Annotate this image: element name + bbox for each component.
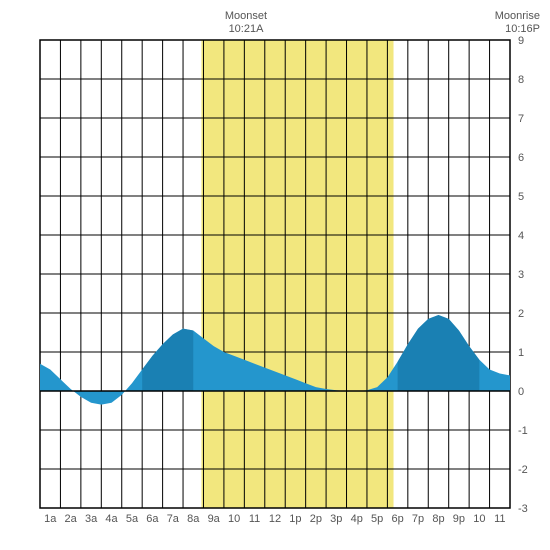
svg-text:7: 7: [518, 113, 524, 125]
svg-text:4p: 4p: [351, 513, 363, 525]
svg-text:6a: 6a: [146, 513, 159, 525]
svg-text:2p: 2p: [310, 513, 322, 525]
moonrise-label: Moonrise: [495, 10, 540, 22]
svg-text:9a: 9a: [208, 513, 221, 525]
moonrise-annotation: Moonrise 10:16P: [480, 10, 540, 36]
svg-text:7a: 7a: [167, 513, 180, 525]
moonset-annotation: Moonset 10:21A: [216, 10, 276, 36]
svg-text:12: 12: [269, 513, 281, 525]
svg-text:2: 2: [518, 308, 524, 320]
svg-text:3p: 3p: [330, 513, 342, 525]
svg-text:1p: 1p: [289, 513, 301, 525]
svg-text:-3: -3: [518, 503, 528, 515]
svg-text:9p: 9p: [453, 513, 465, 525]
chart-svg: 1a2a3a4a5a6a7a8a9a1011121p2p3p4p5p6p7p8p…: [10, 10, 540, 540]
svg-text:2a: 2a: [65, 513, 78, 525]
svg-text:3a: 3a: [85, 513, 98, 525]
svg-text:5: 5: [518, 191, 524, 203]
svg-text:4: 4: [518, 230, 524, 242]
svg-text:10: 10: [473, 513, 485, 525]
svg-text:-1: -1: [518, 425, 528, 437]
svg-text:6: 6: [518, 152, 524, 164]
svg-text:1: 1: [518, 347, 524, 359]
svg-text:5p: 5p: [371, 513, 383, 525]
svg-text:10: 10: [228, 513, 240, 525]
svg-text:11: 11: [494, 513, 505, 525]
svg-text:8a: 8a: [187, 513, 200, 525]
moonset-time: 10:21A: [216, 23, 276, 36]
svg-text:9: 9: [518, 35, 524, 47]
svg-text:6p: 6p: [391, 513, 403, 525]
svg-text:5a: 5a: [126, 513, 139, 525]
svg-text:3: 3: [518, 269, 524, 281]
svg-text:11: 11: [249, 513, 260, 525]
svg-text:0: 0: [518, 386, 524, 398]
svg-text:8p: 8p: [432, 513, 444, 525]
svg-text:7p: 7p: [412, 513, 424, 525]
moonset-label: Moonset: [225, 10, 267, 22]
tide-chart: Moonset 10:21A Moonrise 10:16P 1a 2a 3a 4a 5…: [10, 10, 540, 540]
svg-text:8: 8: [518, 74, 524, 86]
svg-text:-2: -2: [518, 464, 528, 476]
svg-text:1a: 1a: [44, 513, 57, 525]
moonrise-time: 10:16P: [480, 23, 540, 36]
svg-text:4a: 4a: [105, 513, 118, 525]
